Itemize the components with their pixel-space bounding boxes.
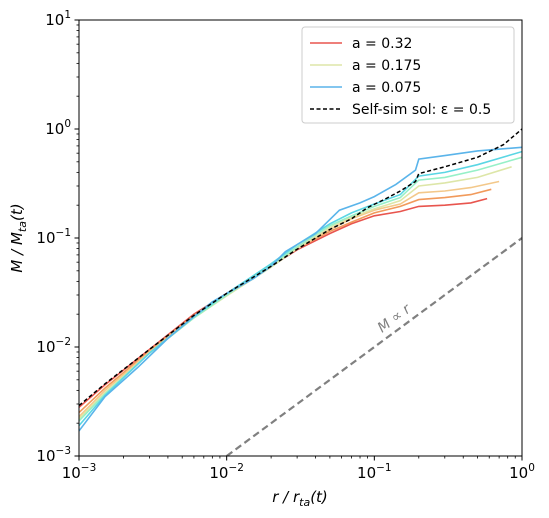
x-tick-label: 100 [509, 462, 535, 482]
x-axis-label-sub: ta [299, 496, 310, 509]
x-tick-label: 10−2 [209, 462, 244, 482]
x-axis-label-main: r / r [272, 488, 300, 506]
y-tick-label: 101 [45, 9, 71, 29]
y-tick-exp: −2 [56, 336, 71, 348]
x-tick-exp: 0 [528, 462, 535, 474]
legend: a = 0.32 a = 0.175 a = 0.075 Self-sim sol: … [301, 26, 515, 124]
x-axis-label-tail: (t) [310, 488, 328, 506]
x-tick-exp: −1 [376, 462, 391, 474]
x-tick-exp: −2 [228, 462, 243, 474]
y-tick-base: 10 [36, 447, 55, 465]
y-tick-base: 10 [45, 120, 64, 138]
y-axis-label-tail: (t) [8, 203, 26, 221]
y-tick-exp: −3 [56, 445, 71, 457]
y-tick-label: 100 [45, 118, 71, 138]
y-tick-base: 10 [36, 229, 55, 247]
y-tick-base: 10 [45, 11, 64, 29]
x-axis-label: r / rta(t) [272, 488, 328, 509]
x-tick-base: 10 [509, 464, 528, 482]
series-line-2 [79, 180, 500, 418]
x-tick-base: 10 [357, 464, 376, 482]
y-tick-base: 10 [36, 338, 55, 356]
legend-label: Self-sim sol: ε = 0.5 [352, 102, 491, 118]
legend-label: a = 0.075 [352, 80, 421, 96]
y-tick-label: 10−3 [36, 445, 71, 465]
self-similar-solution-line [79, 128, 522, 407]
series-line-5 [79, 150, 522, 427]
series-line-0 [79, 197, 488, 408]
y-tick-exp: 0 [64, 118, 71, 130]
reference-line [226, 237, 522, 456]
y-tick-exp: −1 [56, 227, 71, 239]
y-axis-label-main: M / M [8, 232, 26, 273]
series-line-1 [79, 188, 492, 414]
x-tick-label: 10−3 [62, 462, 97, 482]
y-axis-label-sub: ta [16, 221, 29, 232]
y-axis-label: M / Mta(t) [8, 203, 29, 272]
y-tick-label: 10−2 [36, 336, 71, 356]
series-line-6 [79, 146, 522, 432]
x-tick-exp: −3 [81, 462, 96, 474]
y-tick-exp: 1 [64, 9, 71, 21]
legend-box [301, 26, 515, 124]
x-tick-base: 10 [62, 464, 81, 482]
legend-label: a = 0.175 [352, 58, 421, 74]
series-layer [79, 128, 522, 456]
x-tick-base: 10 [209, 464, 228, 482]
legend-label: a = 0.32 [352, 36, 412, 52]
x-tick-label: 10−1 [357, 462, 392, 482]
y-tick-label: 10−1 [36, 227, 71, 247]
